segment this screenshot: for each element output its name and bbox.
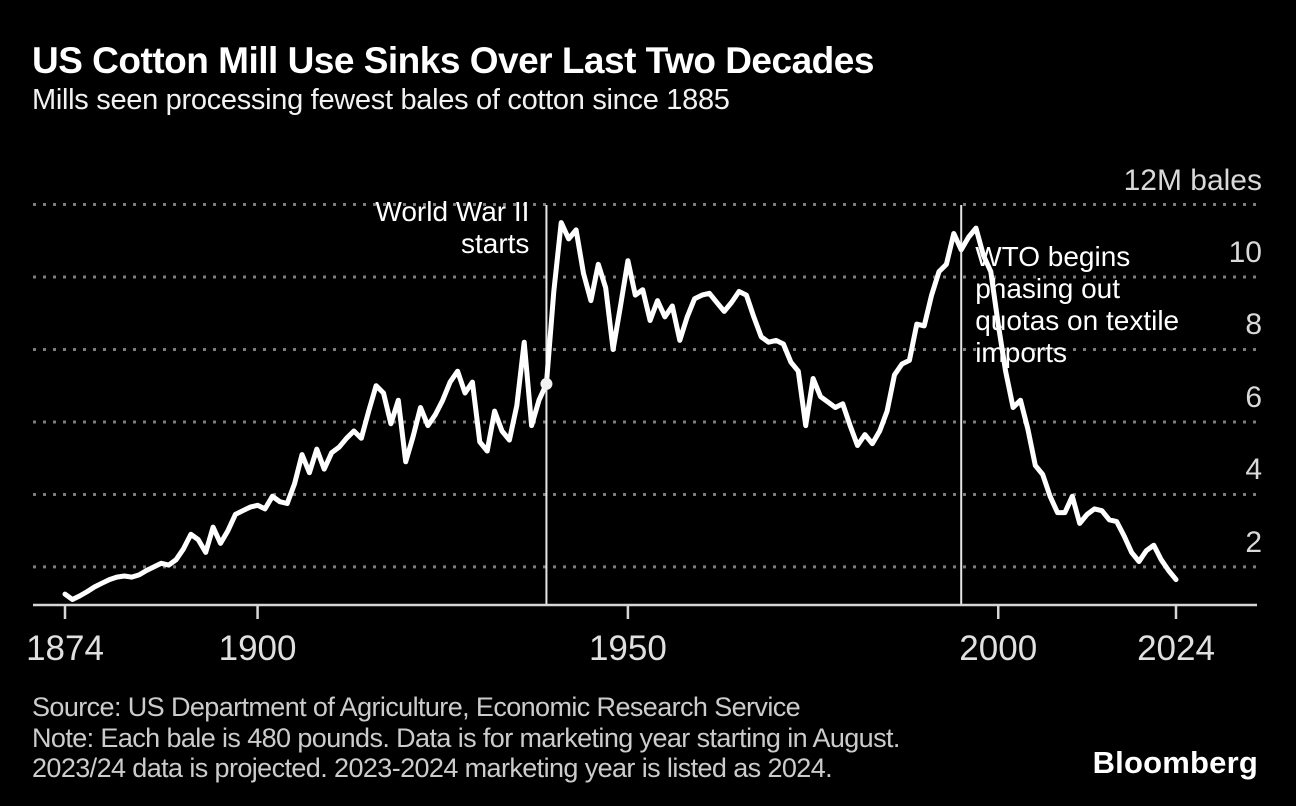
x-tick-label: 1874 xyxy=(26,629,104,668)
gridlines xyxy=(33,203,1257,569)
footer-source: Source: US Department of Agriculture, Ec… xyxy=(32,692,801,722)
y-tick-label: 6 xyxy=(1245,380,1262,414)
footer-note-line2: 2023/24 data is projected. 2023-2024 mar… xyxy=(32,753,833,783)
annotation-wto: WTO begins phasing out quotas on textile… xyxy=(975,241,1179,369)
annotation-text-line: phasing out xyxy=(975,273,1120,304)
ww2-marker-dot xyxy=(540,377,553,390)
data-line xyxy=(62,220,1179,602)
annotation-text-line: World War II xyxy=(375,196,530,227)
bloomberg-logo: Bloomberg xyxy=(1092,745,1258,780)
footer-notes: Source: US Department of Agriculture, Ec… xyxy=(32,692,900,784)
annotation-text-line: starts xyxy=(460,228,530,259)
annotation-text-line: WTO begins xyxy=(975,241,1131,272)
x-axis-ticks xyxy=(63,605,1178,619)
annotation-text-line: quotas on textile xyxy=(975,305,1180,336)
y-tick-label: 10 xyxy=(1228,236,1262,269)
annotation-ww2: World War II starts xyxy=(375,196,529,260)
page-subtitle: Mills seen processing fewest bales of co… xyxy=(32,84,730,116)
x-tick-label: 1950 xyxy=(588,629,667,668)
x-tick-label: 2024 xyxy=(1137,629,1215,668)
footer-note-line1: Note: Each bale is 480 pounds. Data is f… xyxy=(32,722,900,753)
x-tick-label: 2000 xyxy=(959,629,1038,668)
annotation-text-line: imports xyxy=(975,337,1067,368)
y-tick-label: 4 xyxy=(1245,453,1262,487)
y-tick-label: 2 xyxy=(1245,525,1262,559)
y-tick-label: 8 xyxy=(1245,308,1262,342)
y-tick-label: 12M bales xyxy=(1123,163,1262,197)
page-title: US Cotton Mill Use Sinks Over Last Two D… xyxy=(32,40,874,81)
x-tick-label: 1900 xyxy=(218,629,297,668)
